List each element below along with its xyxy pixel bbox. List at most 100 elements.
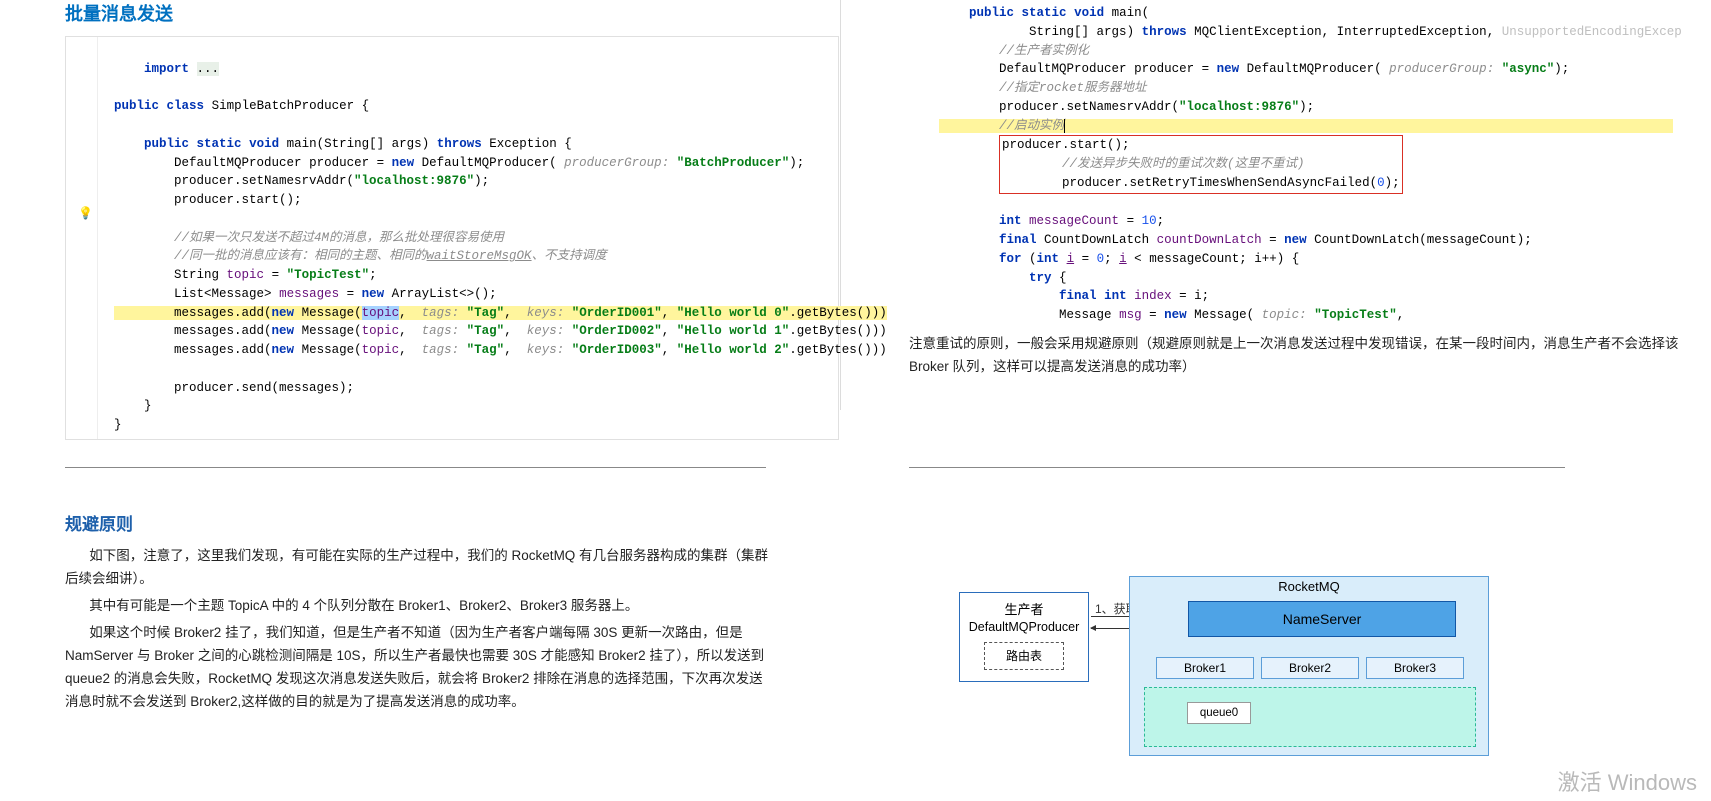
str-topic: "TopicTest" (287, 268, 370, 282)
str-topictest: "TopicTest" (1314, 308, 1397, 322)
cls-msg1: Message (302, 306, 355, 320)
comment-1: //如果一次只发送不超过4M的消息，那么批处理很容易使用 (174, 231, 504, 245)
str-order1: "OrderID001" (572, 306, 662, 320)
kw-new: new (392, 156, 415, 170)
var-i2: i (1119, 252, 1127, 266)
comment-2b: waitStoreMsgOK (427, 249, 532, 263)
cmt-ns: //指定rocket服务器地址 (999, 81, 1147, 95)
kw-final: final (999, 233, 1037, 247)
queue0-label: queue0 (1200, 707, 1238, 719)
param-tags1: tags: (422, 306, 460, 320)
str-tag3: "Tag" (467, 343, 505, 357)
ctor-producer-r: DefaultMQProducer (1247, 62, 1375, 76)
str-order3: "OrderID003" (572, 343, 662, 357)
import-ellipsis: ... (197, 62, 220, 76)
kw-new5: new (272, 343, 295, 357)
kw-static-r: static (1022, 6, 1067, 20)
type-producer-r: DefaultMQProducer (999, 62, 1127, 76)
class-name: SimpleBatchProducer (212, 99, 355, 113)
type-string: String (174, 268, 219, 282)
code-block-batch: 💡 import ... public class SimpleBatchPro… (65, 36, 839, 440)
type-exception: Exception (489, 137, 557, 151)
kw-class: class (167, 99, 205, 113)
cmt-prod: //生产者实例化 (999, 44, 1089, 58)
kw-new-r: new (1217, 62, 1240, 76)
code-gutter: 💡 (66, 37, 98, 439)
bottom-left-section: 规避原则 如下图，注意了，这里我们发现，有可能在实际的生产过程中，我们的 Roc… (65, 510, 775, 718)
param-tags2: tags: (422, 324, 460, 338)
code-block-async: public static void main( String[] args) … (909, 0, 1711, 329)
str-hello0: "Hello world 0" (677, 306, 790, 320)
broker2-label: Broker2 (1289, 661, 1331, 675)
comment-2c: 、不支持调度 (532, 249, 607, 263)
paragraph-retry-principle: 注意重试的原则，一般会采用规避原则（规避原则就是上一次消息发送过程中发现错误，在… (909, 333, 1711, 379)
fn-main: main (287, 137, 317, 151)
right-column: public static void main( String[] args) … (909, 0, 1711, 383)
kw-int3: int (1104, 289, 1127, 303)
boxed-retry-lines: producer.start(); //发送异步失败时的重试次数(这里不重试) … (999, 135, 1403, 193)
str-hello1: "Hello world 1" (677, 324, 790, 338)
text-caret (1064, 119, 1065, 133)
param-keys3: keys: (527, 343, 565, 357)
comment-2a: //同一批的消息应该有：相同的主题、相同的 (174, 249, 427, 263)
para-2: 其中有可能是一个主题 TopicA 中的 4 个队列分散在 Broker1、Br… (65, 595, 775, 618)
cmt-start: //启动实例 (999, 119, 1064, 133)
kw-for: for (999, 252, 1022, 266)
lightbulb-icon: 💡 (78, 205, 93, 223)
cmt-retry: //发送异步失败时的重试次数(这里不重试) (1062, 157, 1305, 171)
var-topic2: topic (362, 324, 400, 338)
kw-public: public (114, 99, 159, 113)
ex1: MQClientException (1194, 25, 1322, 39)
left-column: 批量消息发送 💡 import ... public class SimpleB… (0, 0, 839, 440)
rocketmq-title: RocketMQ (1130, 577, 1488, 594)
queue-box: queue0 (1187, 702, 1251, 724)
call-setns: producer.setNamesrvAddr( (174, 174, 354, 188)
ex2: InterruptedException (1337, 25, 1487, 39)
kw-void: void (249, 137, 279, 151)
type-cdl: CountDownLatch (1044, 233, 1149, 247)
str-pg: "BatchProducer" (677, 156, 790, 170)
num-msgcount: 10 (1142, 214, 1157, 228)
para-3: 如果这个时候 Broker2 挂了，我们知道，但是生产者不知道（因为生产者客户端… (65, 622, 775, 714)
kw-void-r: void (1074, 6, 1104, 20)
fn-main-r: main (1112, 6, 1142, 20)
call-retry: producer.setRetryTimesWhenSendAsyncFaile… (1062, 176, 1377, 190)
var-msg: msg (1119, 308, 1142, 322)
producer-subtitle: DefaultMQProducer (960, 618, 1088, 640)
var-producer: producer (309, 156, 369, 170)
type-stringarr-r: String[] (1029, 25, 1089, 39)
kw-int: int (999, 214, 1022, 228)
var-i: i (1067, 252, 1075, 266)
param-args-r: args (1097, 25, 1127, 39)
broker1-label: Broker1 (1184, 661, 1226, 675)
ctor-producer: DefaultMQProducer (422, 156, 550, 170)
param-tags3: tags: (422, 343, 460, 357)
getbytes2: .getBytes())) (789, 324, 887, 338)
kw-throws: throws (437, 137, 482, 151)
call-add2: messages.add( (174, 324, 272, 338)
broker3-box: Broker3 (1366, 657, 1464, 679)
str-tag2: "Tag" (467, 324, 505, 338)
kw-public-r: public (969, 6, 1014, 20)
var-cdl: countDownLatch (1157, 233, 1262, 247)
var-topic-sel: topic (362, 306, 400, 320)
nameserver-label: NameServer (1283, 611, 1362, 627)
broker1-box: Broker1 (1156, 657, 1254, 679)
para-1: 如下图，注意了，这里我们发现，有可能在实际的生产过程中，我们的 RocketMQ… (65, 545, 775, 591)
param-topic: topic: (1262, 308, 1307, 322)
call-add1: messages.add( (174, 306, 272, 320)
ex3: UnsupportedEncodingExcep (1502, 25, 1682, 39)
var-msgcount: messageCount (1029, 214, 1119, 228)
call-start: producer.start(); (174, 193, 302, 207)
cls-msg2: Message (302, 324, 355, 338)
str-ns: "localhost:9876" (354, 174, 474, 188)
kw-new2: new (362, 287, 385, 301)
kw-static: static (197, 137, 242, 151)
str-order2: "OrderID002" (572, 324, 662, 338)
call-send: producer.send(messages); (174, 381, 354, 395)
cls-msg3: Message (302, 343, 355, 357)
rocketmq-outer-box: RocketMQ NameServer Broker1 Broker2 Brok… (1129, 576, 1489, 756)
call-start-r: producer.start(); (1002, 138, 1130, 152)
kw-throws-r: throws (1142, 25, 1187, 39)
param-pg: producerGroup: (564, 156, 669, 170)
